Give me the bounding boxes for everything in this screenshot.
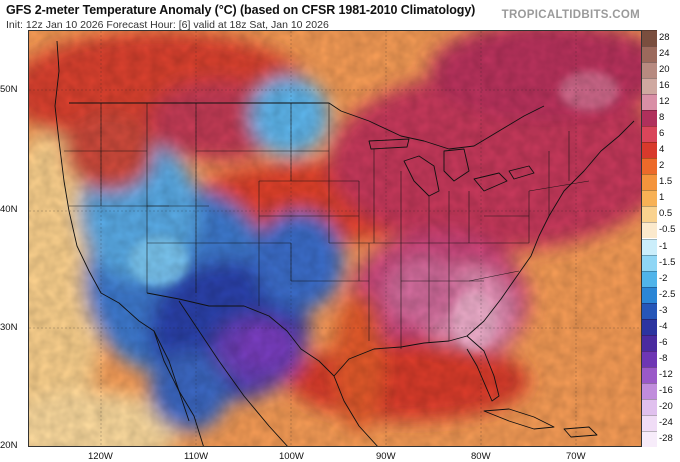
brand-watermark: TROPICALTIDBITS.COM — [501, 9, 640, 21]
colorbar-swatch — [642, 238, 657, 255]
colorbar-label: -3 — [659, 304, 668, 316]
colorbar-swatch — [642, 350, 657, 367]
colorbar-swatch — [642, 382, 657, 399]
colorbar-swatch — [642, 398, 657, 415]
lat-label-30n: 30N — [0, 322, 18, 333]
colorbar-swatch — [642, 334, 657, 351]
colorbar-label: -4 — [659, 320, 668, 332]
colorbar-swatch — [642, 206, 657, 223]
colorbar-label: 0.5 — [659, 208, 673, 220]
lon-label-100w: 100W — [279, 451, 304, 462]
colorbar-swatch — [642, 78, 657, 95]
colorbar-label: 6 — [659, 128, 665, 140]
colorbar-swatch — [642, 94, 657, 111]
lon-label-110w: 110W — [184, 451, 209, 462]
colorbar-label: 28 — [659, 32, 670, 44]
colorbar-label: 24 — [659, 48, 670, 60]
colorbar-label: -2 — [659, 272, 668, 284]
colorbar-label: 8 — [659, 112, 665, 124]
anomaly-colorbar: 28 24 20 16 12 8 6 4 2 1.5 1 0.5 -0.5 -1 -1.5 -2 -2.5 -3 -… — [642, 30, 680, 447]
map-canvas — [29, 31, 641, 446]
colorbar-label: 1.5 — [659, 176, 673, 188]
colorbar-label: 2 — [659, 160, 665, 172]
colorbar-swatch — [642, 254, 657, 271]
state-lines — [64, 103, 590, 349]
colorbar-swatch — [642, 62, 657, 79]
colorbar-swatch — [642, 430, 657, 447]
colorbar-label: -0.5 — [659, 224, 676, 236]
colorbar-label: 1 — [659, 192, 665, 204]
colorbar-label: -12 — [659, 368, 673, 380]
lon-label-120w: 120W — [88, 451, 113, 462]
lon-label-90w: 90W — [376, 451, 396, 462]
colorbar-swatch — [642, 270, 657, 287]
colorbar-swatch — [642, 318, 657, 335]
colorbar-label: 16 — [659, 80, 670, 92]
colorbar-label: -6 — [659, 336, 668, 348]
colorbar-swatch — [642, 286, 657, 303]
lat-label-20n: 20N — [0, 440, 18, 451]
colorbar-swatch — [642, 126, 657, 143]
colorbar-label: -24 — [659, 416, 673, 428]
colorbar-swatch — [642, 222, 657, 239]
lat-label-40n: 40N — [0, 204, 18, 215]
lon-label-80w: 80W — [471, 451, 491, 462]
colorbar-swatch — [642, 46, 657, 63]
colorbar-label: -8 — [659, 352, 668, 364]
lon-label-70w: 70W — [566, 451, 586, 462]
colorbar-swatch — [642, 110, 657, 127]
colorbar-swatch — [642, 158, 657, 175]
borders — [54, 40, 635, 446]
colorbar-label: 20 — [659, 64, 670, 76]
colorbar-swatch — [642, 302, 657, 319]
colorbar-swatch — [642, 190, 657, 207]
anomaly-map — [28, 30, 642, 447]
colorbar-swatch — [642, 414, 657, 431]
colorbar-label: -1 — [659, 240, 668, 252]
forecast-subtitle: Init: 12z Jan 10 2026 Forecast Hour: [6]… — [6, 19, 329, 31]
map-title: GFS 2-meter Temperature Anomaly (°C) (ba… — [6, 3, 476, 17]
lat-label-50n: 50N — [0, 84, 18, 95]
colorbar-label: -1.5 — [659, 256, 676, 268]
colorbar-label: 12 — [659, 96, 670, 108]
colorbar-label: -2.5 — [659, 288, 676, 300]
colorbar-swatch — [642, 30, 657, 47]
colorbar-swatch — [642, 366, 657, 383]
colorbar-label: 4 — [659, 144, 665, 156]
colorbar-label: -20 — [659, 400, 673, 412]
colorbar-swatch — [642, 174, 657, 191]
colorbar-swatch — [642, 142, 657, 159]
colorbar-label: -16 — [659, 384, 673, 396]
colorbar-label: -28 — [659, 432, 673, 444]
